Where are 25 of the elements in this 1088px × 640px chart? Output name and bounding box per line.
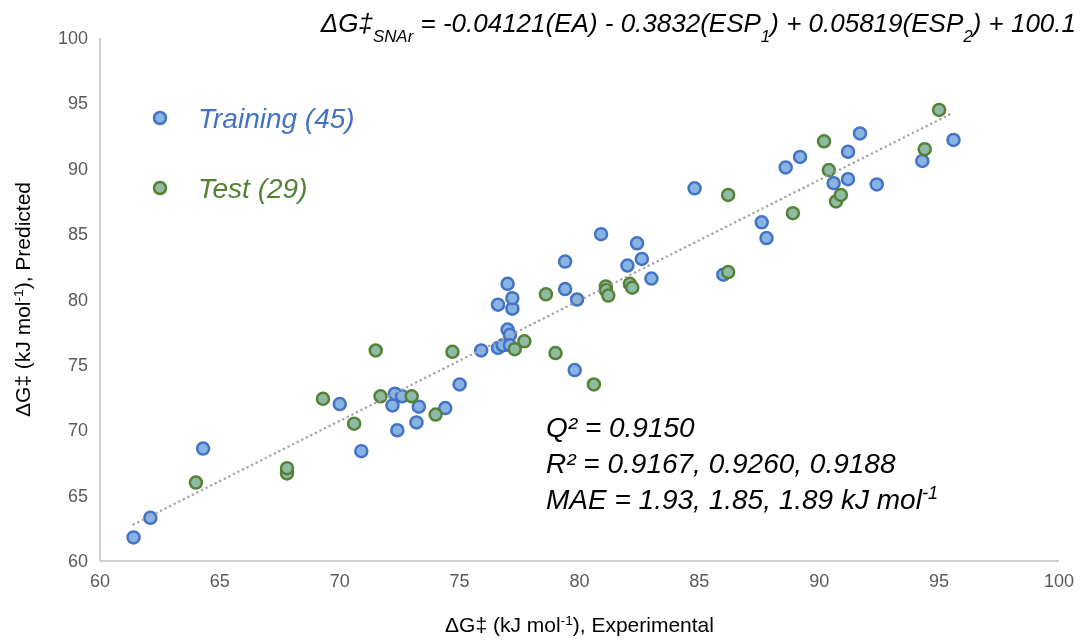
y-tick-label: 85 <box>67 224 88 245</box>
x-tick-label: 85 <box>689 571 710 591</box>
x-tick-label: 90 <box>809 571 830 591</box>
x-tick-label: 75 <box>449 571 470 591</box>
annotation: R² = 0.9167, 0.9260, 0.9188 <box>546 448 896 479</box>
y-tick-label: 70 <box>67 420 88 441</box>
y-tick-label: 100 <box>57 28 88 48</box>
chart-title: ΔG‡$_{SNAr}$ = -0.04121(EA) - 0.3832(ESP$_{1}$) + 0.05819(ESP$_{2}$) + 100.1 <box>319 8 1076 46</box>
y-tick-label: 80 <box>67 289 88 310</box>
y-tick-label: 60 <box>67 551 88 571</box>
x-tick-label: 65 <box>209 571 230 591</box>
y-tick-label: 95 <box>67 93 88 114</box>
x-tick-label: 95 <box>929 571 950 591</box>
x-tick-label: 80 <box>569 571 590 591</box>
y-tick-label: 65 <box>67 485 88 506</box>
annotation: MAE = 1.93, 1.85, 1.89 kJ mol$^{-1}$ <box>546 483 939 515</box>
y-tick-label: 90 <box>67 158 88 179</box>
x-tick-label: 70 <box>329 571 350 591</box>
annotation: Q² = 0.9150 <box>546 412 696 443</box>
x-tick-label: 100 <box>1043 571 1075 591</box>
x-tick-label: 60 <box>89 571 111 591</box>
x-axis-title: ΔG‡ (kJ mol$^{-1}$), Experimental <box>445 612 714 636</box>
legend-label: Test (29) <box>198 173 308 204</box>
y-tick-label: 75 <box>67 354 88 375</box>
legend-label: Training (45) <box>198 103 355 134</box>
